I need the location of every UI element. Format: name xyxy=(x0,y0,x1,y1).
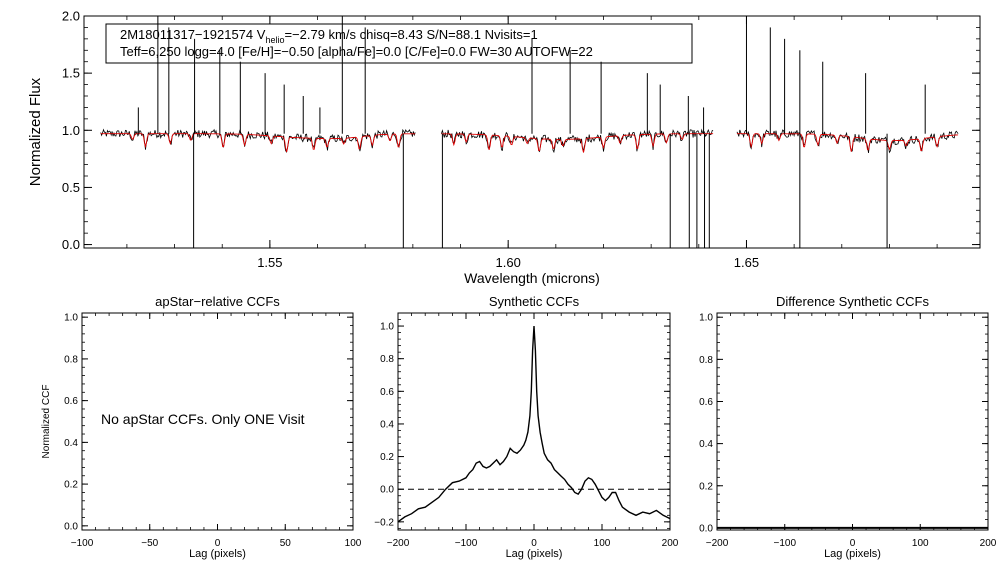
x-tick-label: −200 xyxy=(387,538,410,549)
x-tick-label: 1.60 xyxy=(496,255,521,270)
header-v-label: V xyxy=(257,27,266,42)
y-tick-label: 1.5 xyxy=(62,66,80,81)
x-axis-label: Wavelength (microns) xyxy=(464,270,600,286)
ccf-line xyxy=(397,326,671,523)
y-tick-label: 0.0 xyxy=(62,237,80,252)
x-axis-label: Lag (pixels) xyxy=(506,548,563,560)
x-tick-label: −100 xyxy=(773,538,796,549)
x-tick-label: 1.55 xyxy=(257,255,282,270)
x-tick-label: 0 xyxy=(850,538,856,549)
x-tick-label: 50 xyxy=(280,538,292,549)
plot-frame xyxy=(83,15,981,249)
y-tick-label: 0.0 xyxy=(64,521,78,532)
y-tick-label: 1.0 xyxy=(62,123,80,138)
plot-frame xyxy=(81,312,354,531)
x-axis-label: Lag (pixels) xyxy=(824,548,881,560)
x-tick-label: 200 xyxy=(980,538,997,549)
chart-spectrum: 1.55 1.60 1.65 0.0 0.5 1.0 1.5 2.0 Wavelength (m… xyxy=(27,9,981,286)
x-tick-label: −100 xyxy=(71,538,94,549)
y-tick-label: −0.2 xyxy=(374,517,394,528)
plot-frame xyxy=(397,312,671,531)
no-ccf-annotation: No apStar CCFs. Only ONE Visit xyxy=(101,411,305,427)
observed-spectrum-chip-1 xyxy=(100,128,416,153)
header-v-rest: =−2.79 km/s chisq=8.43 S/N=88.1 Nvisits=… xyxy=(284,27,537,42)
x-tick-label: 100 xyxy=(912,538,929,549)
y-tick-label: 1.0 xyxy=(64,313,78,324)
y-tick-label: 0.0 xyxy=(699,523,713,534)
x-tick-label: 0 xyxy=(531,538,537,549)
header-line2: Teff=6,250 logg=4.0 [Fe/H]=−0.50 [alpha/… xyxy=(120,44,593,59)
header-star-id: 2M18011317−1921574 xyxy=(120,27,253,42)
y-tick-label: 0.4 xyxy=(64,438,78,449)
y-tick-label: 0.5 xyxy=(62,180,80,195)
y-tick-label: 0.2 xyxy=(380,452,394,463)
model-spectrum-chip-1 xyxy=(100,133,416,153)
chart-synthetic_ccf: Synthetic CCFs −200 −100 0 100 200 −0.2 0.0 0.2 0… xyxy=(374,294,679,560)
y-tick-label: 0.0 xyxy=(380,485,394,496)
y-tick-label: 0.2 xyxy=(64,480,78,491)
observed-spectrum-chip-3 xyxy=(736,129,959,154)
y-tick-label: 0.6 xyxy=(64,396,78,407)
model-spectrum-chip-2 xyxy=(441,133,714,153)
y-tick-label: 0.8 xyxy=(380,354,394,365)
y-tick-label: 0.2 xyxy=(699,481,713,492)
x-tick-label: −200 xyxy=(706,538,729,549)
y-axis-label: Normalized CCF xyxy=(41,385,52,459)
x-tick-label: 0 xyxy=(215,538,221,549)
header-v-sub: helio xyxy=(265,35,284,45)
y-tick-label: 2.0 xyxy=(62,9,80,24)
y-tick-label: 1.0 xyxy=(699,313,713,324)
y-tick-label: 0.4 xyxy=(380,419,394,430)
plot-frame xyxy=(716,312,989,531)
x-tick-label: −100 xyxy=(455,538,478,549)
chart-difference_ccf: Difference Synthetic CCFs −200 −100 0 100 200… xyxy=(699,294,997,560)
header-box xyxy=(105,23,693,64)
y-axis-label: Normalized Flux xyxy=(27,77,44,186)
x-tick-label: 100 xyxy=(594,538,611,549)
y-tick-label: 0.8 xyxy=(699,355,713,366)
x-tick-label: −50 xyxy=(141,538,158,549)
header-line1: 2M18011317−1921574 Vhelio=−2.79 km/s chi… xyxy=(120,27,538,45)
y-tick-label: 0.6 xyxy=(380,387,394,398)
y-tick-label: 0.4 xyxy=(699,439,713,450)
chart-title: Difference Synthetic CCFs xyxy=(776,294,929,309)
x-tick-label: 100 xyxy=(345,538,362,549)
x-tick-label: 200 xyxy=(662,538,679,549)
x-axis-label: Lag (pixels) xyxy=(189,548,246,560)
observed-spectrum-chip-2 xyxy=(441,128,714,154)
y-tick-label: 0.8 xyxy=(64,354,78,365)
y-tick-label: 1.0 xyxy=(380,322,394,333)
model-spectrum-chip-3 xyxy=(736,133,959,152)
x-tick-label: 1.65 xyxy=(734,255,759,270)
chart-title: Synthetic CCFs xyxy=(489,294,580,309)
y-tick-label: 0.6 xyxy=(699,397,713,408)
chart-apstar_ccf: apStar−relative CCFs −100 −50 0 50 100 0.0 0.2 0… xyxy=(41,294,362,560)
spectrum-traces xyxy=(100,16,959,248)
chart-title: apStar−relative CCFs xyxy=(155,294,280,309)
